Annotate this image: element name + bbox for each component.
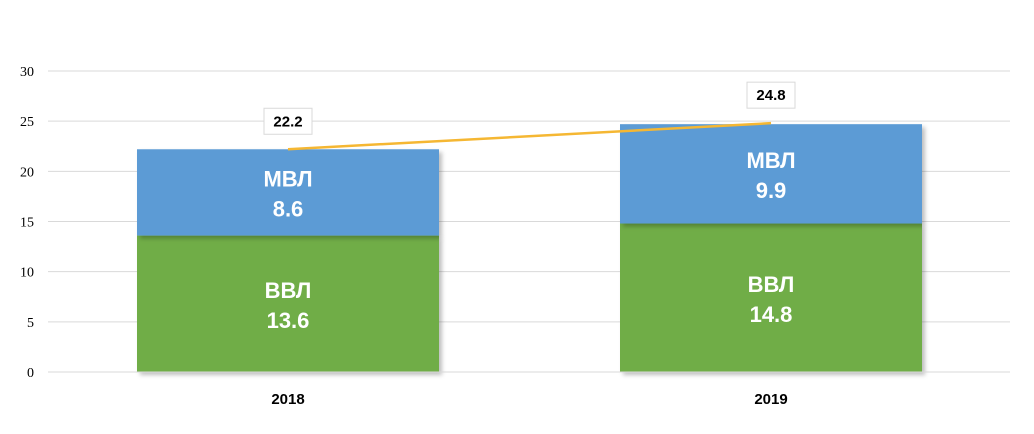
- segment-value-label: 9.9: [756, 178, 787, 203]
- segment-series-label: ВВЛ: [265, 278, 312, 303]
- segment-value-label: 14.8: [750, 302, 793, 327]
- bars: [137, 124, 922, 372]
- y-tick-label: 10: [20, 266, 34, 281]
- total-value-label: 24.8: [756, 87, 785, 104]
- total-value-label: 22.2: [273, 113, 302, 130]
- segment-series-label: МВЛ: [746, 148, 795, 173]
- total-line: [287, 121, 772, 151]
- bar-segment: [620, 223, 922, 372]
- segment-value-label: 13.6: [267, 308, 310, 333]
- segment-series-label: МВЛ: [263, 166, 312, 191]
- total-line-layer: 22.2 24.8: [263, 81, 796, 151]
- segment-value-label: 8.6: [273, 196, 304, 221]
- y-tick-label: 20: [20, 165, 34, 180]
- total-label-box: [746, 81, 796, 109]
- segment-series-label: ВВЛ: [748, 272, 795, 297]
- y-tick-label: 25: [20, 115, 34, 130]
- total-label-box: [263, 107, 313, 135]
- x-category-label: 2019: [754, 391, 787, 408]
- y-tick-label: 15: [20, 216, 34, 231]
- x-axis-category-labels: 2018 2019: [271, 391, 787, 408]
- y-tick-label: 30: [20, 65, 34, 80]
- bar-segment: [137, 149, 439, 236]
- y-tick-label: 0: [27, 366, 34, 381]
- bar-segment: [620, 124, 922, 224]
- y-tick-label: 5: [27, 316, 34, 331]
- segment-data-labels: ВВЛ 13.6 МВЛ 8.6 ВВЛ 14.8 МВЛ 9.9: [263, 148, 795, 333]
- x-category-label: 2018: [271, 391, 304, 408]
- y-axis-tick-labels: 0 5 10 15 20 25 30: [20, 65, 34, 381]
- bar-segment: [137, 235, 439, 372]
